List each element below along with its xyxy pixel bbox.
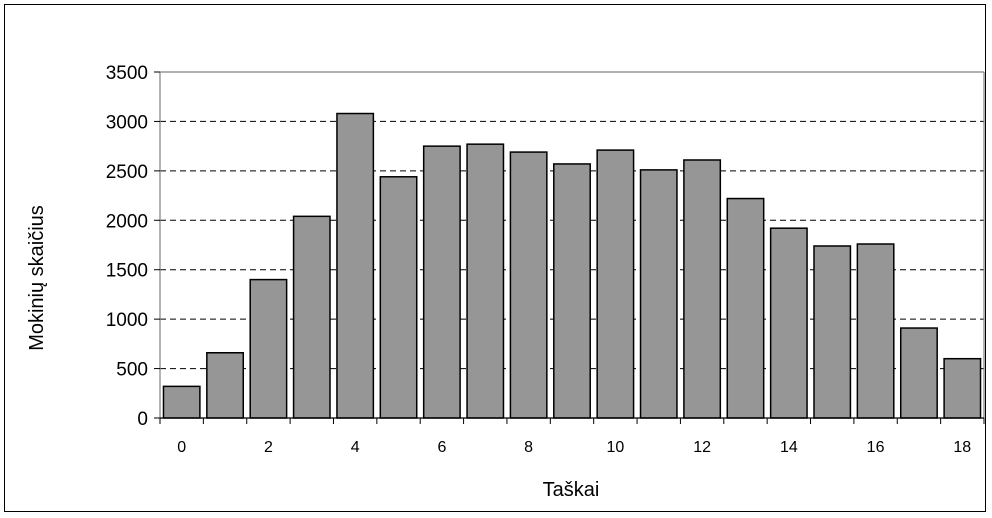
x-tick-label: 6 xyxy=(437,439,446,456)
bar xyxy=(856,243,895,419)
x-axis-title: Taškai xyxy=(543,479,600,501)
x-tick-label: 18 xyxy=(953,439,971,456)
x-tick-label: 16 xyxy=(867,439,885,456)
y-tick-label: 3000 xyxy=(106,112,148,133)
y-tick-label: 500 xyxy=(116,360,148,381)
bar xyxy=(466,143,505,419)
bar xyxy=(336,112,375,419)
y-axis-ticks: 0 500 1000 1500 2000 2500 3000 3500 xyxy=(106,63,160,430)
bar xyxy=(726,197,765,419)
bar xyxy=(422,145,461,419)
y-tick-label: 2500 xyxy=(106,162,148,183)
y-tick-label: 3500 xyxy=(106,63,148,84)
bar xyxy=(813,245,852,419)
bar xyxy=(683,159,722,419)
y-axis-title: Mokinių skaičius xyxy=(26,205,48,351)
axes xyxy=(159,71,985,419)
bar xyxy=(639,169,678,419)
bar xyxy=(206,352,245,419)
bar xyxy=(509,151,548,419)
x-axis-ticks: 0 2 4 6 8 10 12 14 16 18 xyxy=(159,418,985,456)
y-tick-label: 2000 xyxy=(106,211,148,232)
bar xyxy=(596,149,635,419)
x-tick-label: 14 xyxy=(780,439,798,456)
y-tick-label: 1000 xyxy=(106,310,148,331)
x-tick-label: 10 xyxy=(606,439,624,456)
x-tick-label: 4 xyxy=(351,439,360,456)
x-tick-label: 12 xyxy=(693,439,711,456)
bar xyxy=(899,327,938,419)
bar xyxy=(943,357,982,419)
y-tick-label: 0 xyxy=(137,409,148,430)
bar xyxy=(249,278,288,419)
x-tick-label: 8 xyxy=(524,439,533,456)
bar xyxy=(379,176,418,419)
bar xyxy=(292,215,331,419)
bars xyxy=(162,112,982,419)
bar xyxy=(553,163,591,419)
x-tick-label: 2 xyxy=(264,439,273,456)
x-tick-label: 0 xyxy=(177,439,186,456)
bar xyxy=(162,385,201,419)
y-tick-label: 1500 xyxy=(106,261,148,282)
bar xyxy=(769,227,808,419)
